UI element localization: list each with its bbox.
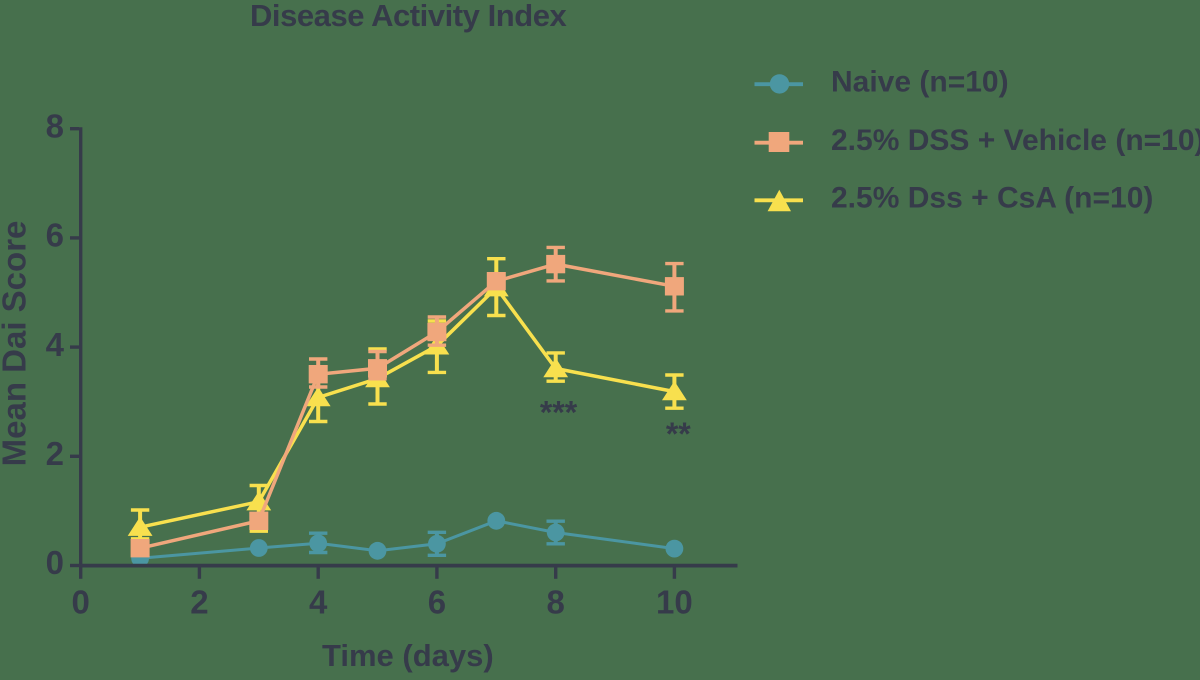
svg-text:***: *** [540, 395, 578, 431]
svg-text:**: ** [666, 416, 691, 452]
svg-text:8: 8 [46, 107, 64, 144]
svg-text:Time (days): Time (days) [322, 638, 494, 673]
svg-text:2: 2 [190, 584, 208, 621]
svg-text:Disease Activity Index: Disease Activity Index [250, 0, 568, 33]
svg-text:0: 0 [46, 544, 64, 581]
svg-text:2: 2 [46, 435, 64, 472]
svg-text:Mean Dai Score: Mean Dai Score [0, 221, 33, 467]
svg-text:10: 10 [656, 584, 693, 621]
svg-text:8: 8 [547, 584, 565, 621]
svg-text:6: 6 [428, 584, 446, 621]
svg-text:2.5% Dss + CsA (n=10): 2.5% Dss + CsA (n=10) [831, 182, 1153, 215]
svg-text:0: 0 [72, 584, 90, 621]
svg-text:4: 4 [309, 584, 328, 621]
svg-text:6: 6 [46, 217, 64, 254]
svg-text:4: 4 [46, 326, 65, 363]
svg-text:Naive (n=10): Naive (n=10) [831, 66, 1009, 99]
svg-text:2.5% DSS + Vehicle (n=10): 2.5% DSS + Vehicle (n=10) [831, 124, 1200, 157]
